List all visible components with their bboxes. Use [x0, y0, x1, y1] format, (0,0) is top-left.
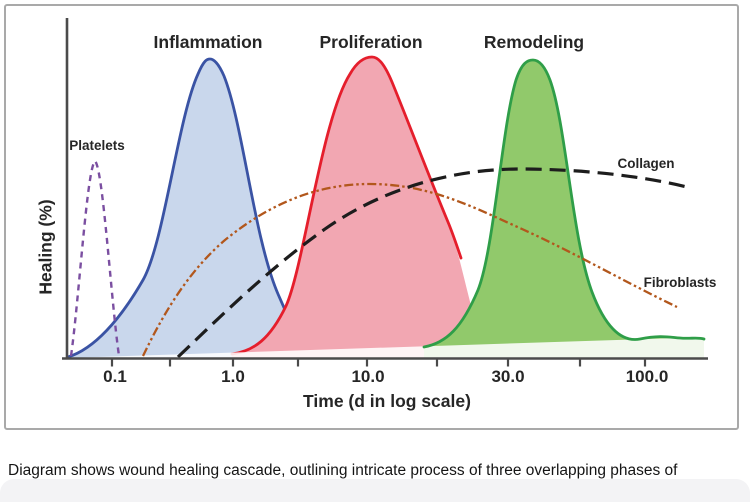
remodeling-label: Remodeling: [483, 32, 585, 52]
tick-label-100-0: 100.0: [625, 367, 669, 386]
baseline-wedge: [66, 337, 708, 358]
tick-label-30-0: 30.0: [491, 367, 525, 386]
x-axis-ticks: [110, 359, 647, 367]
tick-label-0-1: 0.1: [103, 367, 127, 386]
x-axis-label: Time (d in log scale): [303, 391, 471, 411]
platelets-curve: [69, 159, 121, 357]
inflammation-label: Inflammation: [153, 32, 263, 52]
proliferation-curve: [230, 55, 463, 356]
collagen-label: Collagen: [617, 156, 675, 171]
y-axis-label: Healing (%): [35, 199, 56, 295]
proliferation-area: [232, 57, 486, 358]
remodeling-area: [424, 60, 704, 358]
healing-cascade-plot: [62, 18, 708, 367]
fibroblasts-label: Fibroblasts: [643, 275, 717, 290]
tick-label-10-0: 10.0: [351, 367, 385, 386]
remodeling-curve: [422, 58, 706, 349]
bottom-card-strip: [0, 479, 750, 502]
collagen-curve: [176, 167, 692, 359]
platelets-label: Platelets: [69, 138, 125, 153]
proliferation-label: Proliferation: [319, 32, 423, 52]
fibroblasts-curve: [141, 182, 678, 357]
tick-label-1-0: 1.0: [221, 367, 245, 386]
inflammation-area: [68, 59, 340, 358]
